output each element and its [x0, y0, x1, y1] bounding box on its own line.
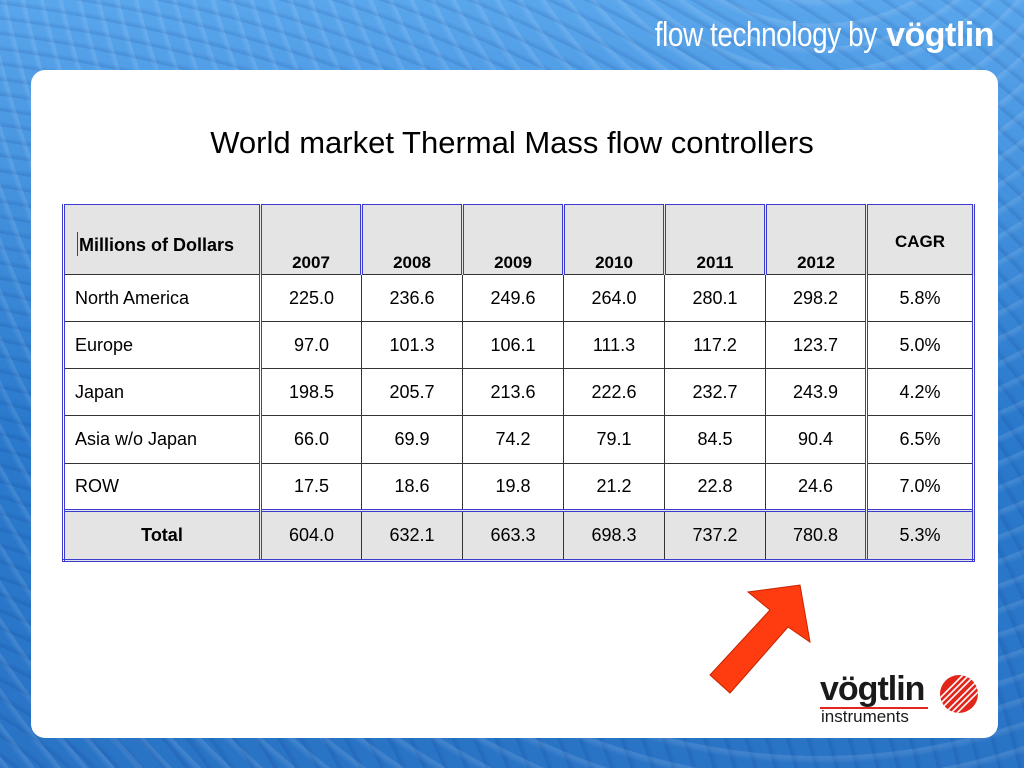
cagr-cell: 4.2%: [865, 368, 975, 417]
value-cell: 21.2: [563, 462, 665, 511]
table-row: ROW 17.5 18.6 19.8 21.2 22.8 24.6 7.0%: [62, 462, 975, 511]
value-cell: 117.2: [664, 321, 766, 370]
value-cell: 232.7: [664, 368, 766, 417]
total-value-cell: 604.0: [259, 508, 362, 563]
value-cell: 123.7: [765, 321, 867, 370]
logo-underline: [820, 707, 928, 709]
total-value-cell: 663.3: [462, 508, 564, 563]
table-row: Japan 198.5 205.7 213.6 222.6 232.7 243.…: [62, 368, 975, 417]
value-cell: 66.0: [259, 415, 362, 464]
tagline-brand: vögtlin: [886, 16, 994, 54]
value-cell: 17.5: [259, 462, 362, 511]
year-header: 2008: [360, 204, 464, 275]
value-cell: 280.1: [664, 273, 766, 323]
header-tagline: flow technology by vögtlin: [606, 16, 994, 55]
value-cell: 236.6: [361, 273, 463, 323]
slide-title: World market Thermal Mass flow controlle…: [210, 125, 814, 160]
value-cell: 298.2: [765, 273, 867, 323]
value-cell: 74.2: [462, 415, 564, 464]
tagline-text: flow technology by: [655, 16, 878, 54]
cagr-cell: 7.0%: [865, 462, 975, 511]
value-cell: 243.9: [765, 368, 867, 417]
region-cell: Asia w/o Japan: [62, 415, 261, 464]
region-cell: North America: [62, 273, 261, 323]
year-header: 2012: [764, 204, 868, 275]
value-cell: 249.6: [462, 273, 564, 323]
value-cell: 264.0: [563, 273, 665, 323]
value-cell: 18.6: [361, 462, 463, 511]
value-cell: 205.7: [361, 368, 463, 417]
total-value-cell: 737.2: [664, 508, 766, 563]
total-value-cell: 632.1: [361, 508, 463, 563]
value-cell: 19.8: [462, 462, 564, 511]
red-striped-ball-icon: [940, 675, 978, 713]
value-cell: 106.1: [462, 321, 564, 370]
total-label: Total: [62, 508, 261, 563]
value-cell: 213.6: [462, 368, 564, 417]
table-row: Asia w/o Japan 66.0 69.9 74.2 79.1 84.5 …: [62, 415, 975, 464]
cagr-cell: 6.5%: [865, 415, 975, 464]
table-row: North America 225.0 236.6 249.6 264.0 28…: [62, 273, 975, 323]
red-arrow-icon: [709, 584, 811, 694]
value-cell: 79.1: [563, 415, 665, 464]
value-cell: 22.8: [664, 462, 766, 511]
year-header: 2009: [461, 204, 565, 275]
value-cell: 24.6: [765, 462, 867, 511]
total-row: Total 604.0 632.1 663.3 698.3 737.2 780.…: [62, 508, 975, 563]
table-row: Europe 97.0 101.3 106.1 111.3 117.2 123.…: [62, 321, 975, 370]
table-header-row: Millions of Dollars 2007 2008 2009 2010 …: [62, 204, 975, 275]
value-cell: 90.4: [765, 415, 867, 464]
market-table: Millions of Dollars 2007 2008 2009 2010 …: [62, 204, 975, 563]
text-cursor: [77, 232, 78, 256]
cagr-cell: 5.8%: [865, 273, 975, 323]
logo-brand: vögtlin: [820, 670, 925, 708]
value-cell: 97.0: [259, 321, 362, 370]
cagr-cell: 5.0%: [865, 321, 975, 370]
value-cell: 111.3: [563, 321, 665, 370]
value-cell: 69.9: [361, 415, 463, 464]
logo-sub: instruments: [821, 707, 909, 726]
value-cell: 84.5: [664, 415, 766, 464]
year-header: 2007: [259, 204, 363, 275]
corner-header: Millions of Dollars: [62, 204, 262, 275]
corner-label: Millions of Dollars: [79, 235, 235, 255]
region-cell: Japan: [62, 368, 261, 417]
total-value-cell: 698.3: [563, 508, 665, 563]
region-cell: ROW: [62, 462, 261, 511]
value-cell: 198.5: [259, 368, 362, 417]
value-cell: 222.6: [563, 368, 665, 417]
total-value-cell: 780.8: [765, 508, 867, 563]
year-header: 2011: [663, 204, 767, 275]
cagr-header: CAGR: [865, 204, 975, 275]
year-header: 2010: [562, 204, 666, 275]
brand-logo: vögtlin instruments: [820, 670, 985, 732]
total-cagr-cell: 5.3%: [865, 508, 975, 563]
value-cell: 101.3: [361, 321, 463, 370]
region-cell: Europe: [62, 321, 261, 370]
value-cell: 225.0: [259, 273, 362, 323]
